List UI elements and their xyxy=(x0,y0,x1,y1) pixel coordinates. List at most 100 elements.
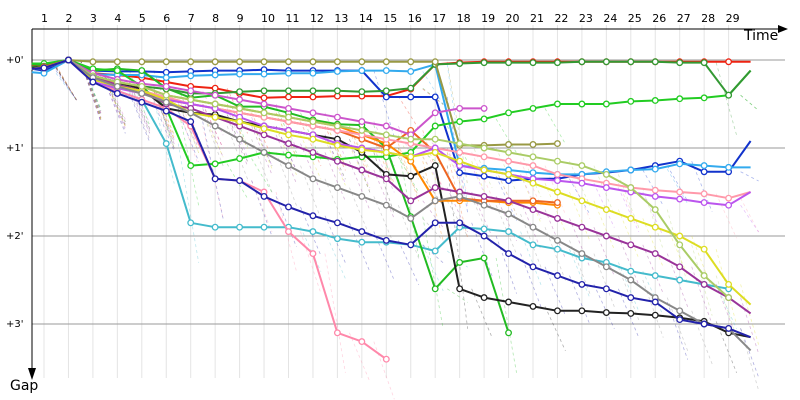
data-point xyxy=(236,177,244,185)
pit-dashline xyxy=(569,178,591,215)
pit-dashline xyxy=(80,59,102,123)
pit-dashline xyxy=(373,341,395,400)
data-point xyxy=(456,140,464,148)
pit-dashline xyxy=(300,227,322,272)
data-point xyxy=(505,148,512,156)
data-point xyxy=(358,58,366,66)
pit-dashline xyxy=(715,275,737,338)
data-point xyxy=(382,355,390,363)
data-point xyxy=(407,197,415,205)
data-point xyxy=(700,280,708,288)
data-point xyxy=(431,219,439,227)
data-point xyxy=(358,67,366,75)
series-line-4 xyxy=(31,59,729,290)
pit-dashline xyxy=(617,235,640,285)
data-point xyxy=(407,172,415,180)
data-point xyxy=(431,148,439,156)
pit-dashline xyxy=(715,193,737,239)
data-point xyxy=(333,122,341,130)
lap-tick-label: 5 xyxy=(139,12,146,25)
pit-dashline xyxy=(471,196,493,246)
data-point xyxy=(89,58,97,66)
data-point xyxy=(578,162,586,170)
pit-dashline xyxy=(55,65,77,101)
pit-dashline xyxy=(422,156,444,189)
data-point xyxy=(700,162,708,170)
data-point xyxy=(651,186,659,194)
data-point xyxy=(456,192,464,200)
data-point xyxy=(480,232,488,240)
data-point xyxy=(505,170,512,178)
pit-dashline xyxy=(80,59,102,118)
data-point xyxy=(554,140,561,148)
data-point xyxy=(700,168,708,176)
lap-tick-label: 23 xyxy=(579,12,593,25)
pit-dashline xyxy=(422,216,444,329)
pit-dashline xyxy=(397,240,420,285)
data-point xyxy=(529,104,537,112)
pit-dashline xyxy=(300,121,322,167)
pit-dashline xyxy=(495,169,517,215)
data-point xyxy=(138,58,146,66)
pit-dashline xyxy=(55,67,77,101)
pit-dashline xyxy=(666,227,689,277)
pit-dashline xyxy=(349,332,371,382)
pit-dashline xyxy=(324,125,346,171)
data-point xyxy=(358,126,366,134)
lap-tick-label: 15 xyxy=(383,12,397,25)
pit-dashline xyxy=(446,250,468,268)
lap-tick-label: 6 xyxy=(163,12,170,25)
data-point xyxy=(627,166,635,174)
pit-dashline xyxy=(740,297,759,354)
pit-dashline xyxy=(446,200,468,237)
data-point xyxy=(309,212,317,220)
data-point xyxy=(211,100,219,108)
data-point xyxy=(529,206,537,214)
pit-dashline xyxy=(55,67,77,101)
pit-dashline xyxy=(55,66,77,101)
lap-tick-label: 28 xyxy=(701,12,715,25)
data-point xyxy=(529,223,537,231)
data-point xyxy=(602,170,610,178)
data-point xyxy=(554,188,561,196)
data-point xyxy=(480,166,488,174)
data-point xyxy=(505,177,512,185)
pit-dashline xyxy=(373,231,395,281)
data-point xyxy=(211,223,219,231)
pit-dashline xyxy=(55,67,77,101)
data-point xyxy=(162,107,170,115)
pit-dashline xyxy=(55,66,77,101)
data-point xyxy=(309,175,317,183)
data-point xyxy=(676,232,684,240)
pit-dashline xyxy=(153,86,175,149)
pit-dashline xyxy=(153,102,175,152)
pit-dashline xyxy=(324,152,346,202)
data-point xyxy=(480,59,488,67)
data-point xyxy=(651,165,659,173)
data-point xyxy=(236,155,244,163)
series-line-12 xyxy=(31,59,387,361)
data-point xyxy=(260,87,268,95)
data-point xyxy=(358,166,366,174)
lap-tick-label: 3 xyxy=(90,12,97,25)
pit-dashline xyxy=(642,218,664,268)
pit-dashline xyxy=(446,147,469,206)
data-point xyxy=(309,228,317,236)
data-point xyxy=(676,307,684,315)
data-point xyxy=(554,199,561,207)
data-point xyxy=(187,118,195,126)
data-point xyxy=(554,272,561,280)
gap-tick-label: +2' xyxy=(6,231,24,242)
data-point xyxy=(554,214,561,222)
data-point xyxy=(309,148,317,156)
data-point xyxy=(480,201,488,209)
data-point xyxy=(211,122,219,130)
data-point xyxy=(138,89,146,97)
data-point xyxy=(211,71,219,79)
data-point xyxy=(700,245,708,253)
pit-dashline xyxy=(373,124,395,189)
pit-dashline xyxy=(666,165,689,202)
pit-dashline xyxy=(153,88,175,149)
data-point xyxy=(138,67,146,75)
data-point xyxy=(285,131,292,139)
